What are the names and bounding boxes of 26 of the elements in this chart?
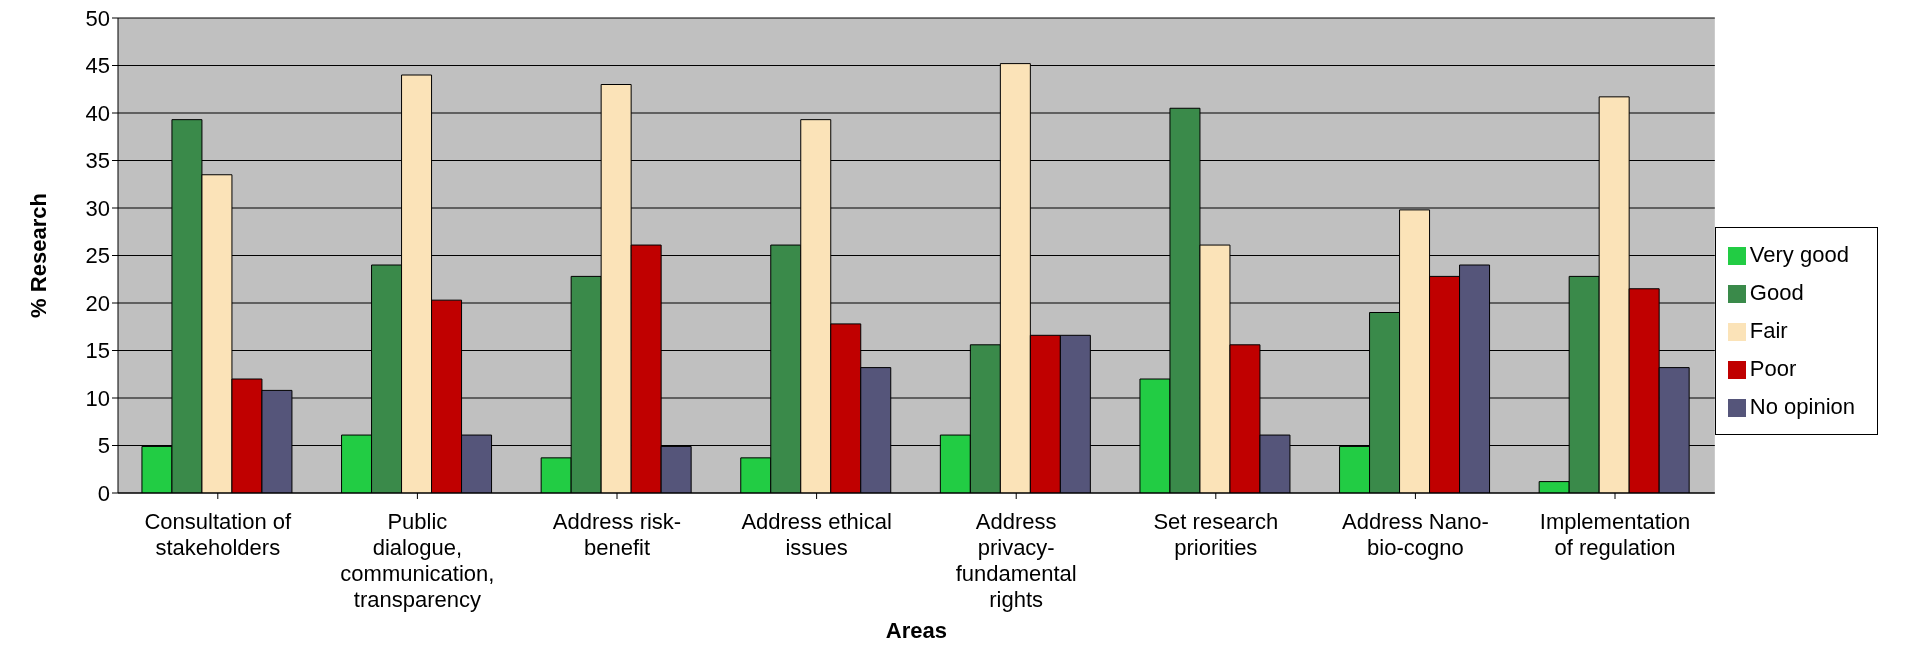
y-tick-label: 0 [97,480,110,506]
y-tick-label: 30 [85,195,110,221]
x-tick-label: Consultation of stakeholders [144,509,293,560]
x-tick-label: Public dialogue, communication, transparency [340,509,495,612]
y-tick-label: 45 [85,53,110,79]
legend-label: Very good [1749,241,1849,267]
y-axis-title: % Research [25,193,51,318]
legend-label: Good [1749,279,1804,305]
legend-label: Fair [1749,317,1788,343]
x-axis-title: Areas [885,618,947,643]
x-tick-label: Address Nano-bio-cogno [1342,509,1489,560]
x-tick-label: Address risk-benefit [552,509,682,560]
y-tick-label: 35 [85,148,110,174]
y-tick-label: 20 [85,290,110,316]
y-tick-label: 40 [85,100,110,126]
legend-label: Poor [1749,355,1797,381]
y-tick-label: 10 [85,385,110,411]
y-tick-label: 15 [85,338,110,364]
x-tick-label: Address ethical issues [741,509,892,560]
y-tick-label: 5 [97,433,110,459]
legend-label: No opinion [1749,393,1855,419]
y-tick-label: 25 [85,243,110,269]
x-tick-label: Address privacy-fundamental rights [955,509,1077,612]
x-tick-label: Implementation of regulation [1539,509,1691,560]
y-tick-label: 50 [85,5,110,31]
x-tick-label: Set research priorities [1153,509,1279,560]
